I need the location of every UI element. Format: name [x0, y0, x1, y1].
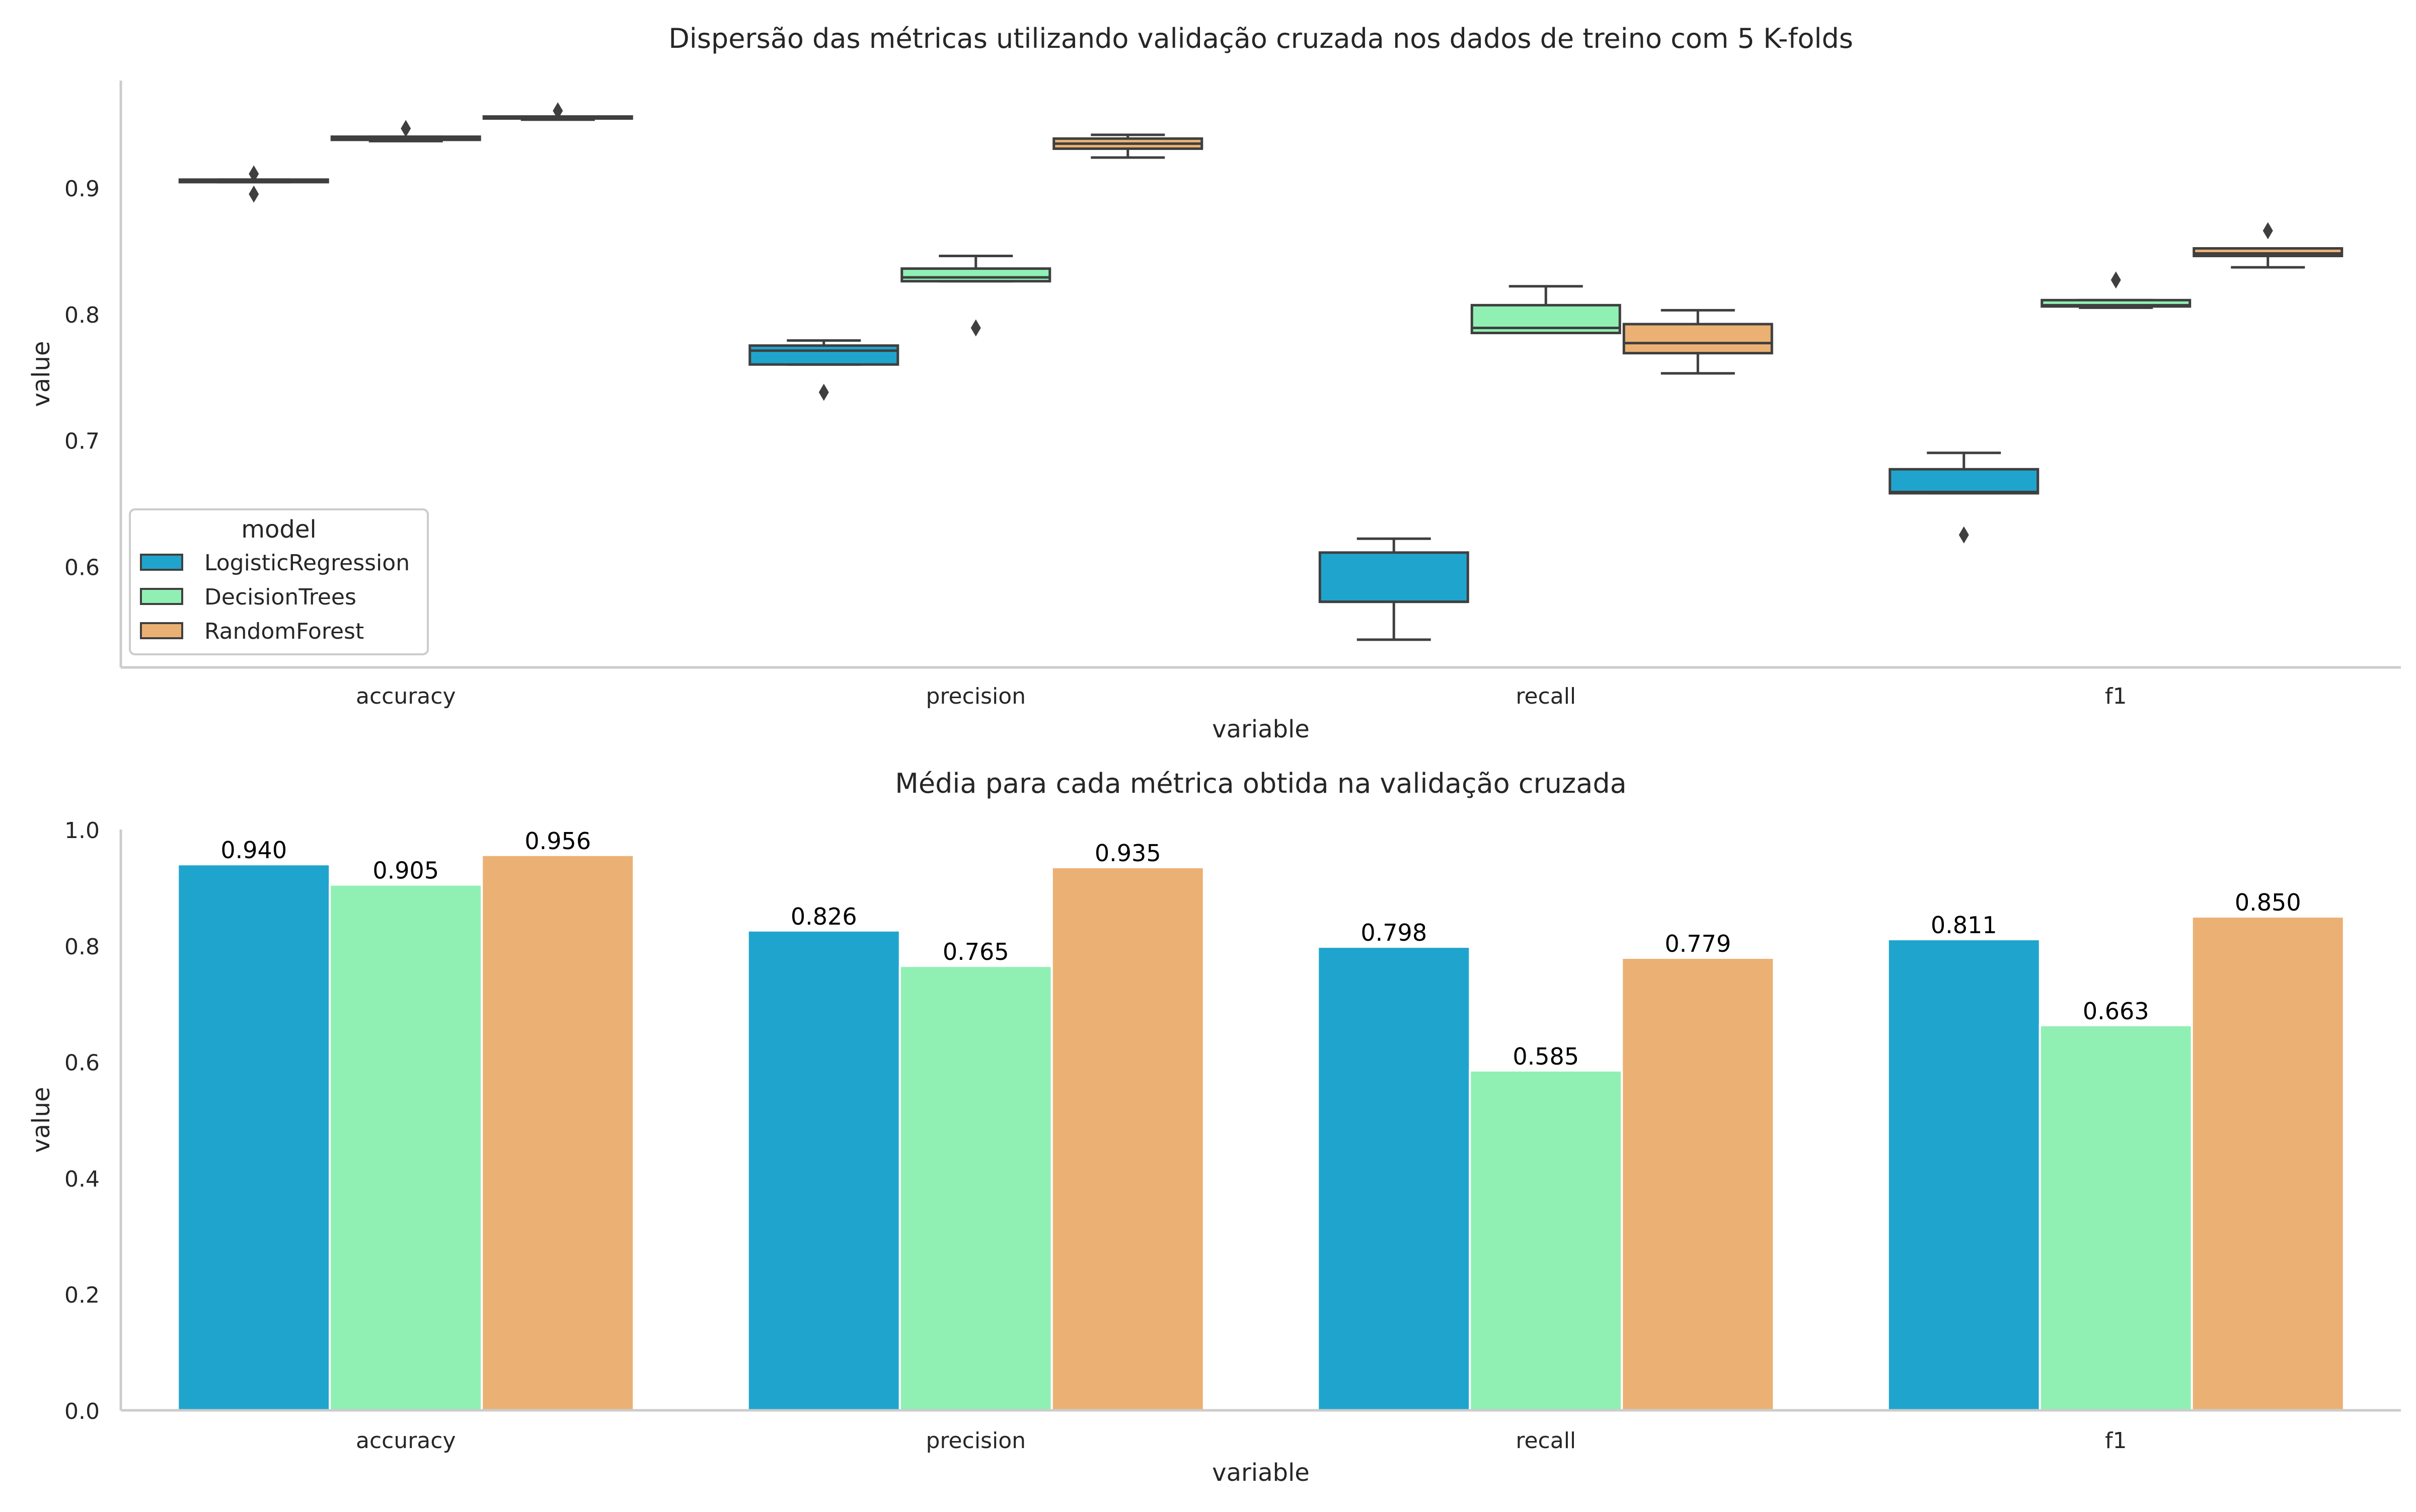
- barchart-y-tick-label: 0.2: [64, 1282, 100, 1308]
- legend-frame: [129, 508, 429, 655]
- bar-value-label: 0.905: [372, 857, 439, 884]
- box-DecisionTrees-f1: [2041, 271, 2192, 309]
- boxplot-y-tick-label: 0.8: [64, 303, 100, 328]
- bar-value-label: 0.956: [524, 827, 591, 855]
- boxplot-x-tick-label: accuracy: [356, 684, 456, 709]
- bar-value-label: 0.798: [1361, 919, 1427, 946]
- box-outlier: [2262, 222, 2273, 240]
- box-body: [1622, 323, 1773, 355]
- boxplot-x-tick-label: f1: [2105, 684, 2127, 709]
- barchart-x-tick-label: recall: [1516, 1428, 1576, 1454]
- box-outlier: [553, 102, 563, 120]
- box-body: [1889, 468, 2040, 495]
- barchart-x-tick-label: f1: [2105, 1428, 2127, 1454]
- box-body: [2193, 247, 2344, 258]
- bar-value-label: 0.940: [220, 837, 287, 864]
- legend-label-RandomForest: RandomForest: [204, 619, 364, 644]
- bar-value-label: 0.779: [1665, 930, 1731, 957]
- box-outlier: [249, 185, 259, 203]
- bar-DecisionTrees-recall: [1469, 1069, 1623, 1411]
- bar-value-label: 0.663: [2083, 998, 2149, 1025]
- bar-value-label: 0.850: [2235, 889, 2301, 916]
- box-LogisticRegression-precision: [748, 339, 899, 401]
- boxplot-y-tick-label: 0.6: [64, 555, 100, 580]
- bar-RandomForest-recall: [1621, 957, 1775, 1412]
- legend-label-DecisionTrees: DecisionTrees: [204, 584, 356, 610]
- box-RandomForest-recall: [1622, 309, 1773, 375]
- box-RandomForest-f1: [2193, 222, 2344, 269]
- barchart-y-tick-label: 0.4: [64, 1166, 100, 1192]
- box-body: [900, 267, 1051, 283]
- bar-RandomForest-precision: [1050, 866, 1205, 1411]
- bar-value-label: 0.765: [943, 938, 1009, 965]
- bar-DecisionTrees-precision: [898, 965, 1053, 1411]
- box-outlier: [2110, 271, 2121, 289]
- box-outlier: [818, 384, 829, 401]
- box-body: [748, 344, 899, 366]
- box-RandomForest-accuracy: [482, 102, 633, 121]
- legend-swatch-RandomForest: [140, 622, 183, 639]
- bar-DecisionTrees-f1: [2038, 1024, 2193, 1411]
- bar-value-label: 0.811: [1931, 912, 1997, 939]
- barchart-panel: Média para cada métrica obtida na valida…: [27, 768, 2401, 1487]
- legend-swatch-DecisionTrees: [140, 588, 183, 605]
- box-LogisticRegression-accuracy: [178, 165, 329, 203]
- barchart-x-axis-label: variable: [1212, 1459, 1310, 1487]
- boxplot-x-tick-label: recall: [1516, 684, 1576, 709]
- bar-LogisticRegression-recall: [1317, 946, 1471, 1412]
- boxplot-marks: [178, 102, 2344, 641]
- box-outlier: [970, 319, 981, 337]
- barchart-y-tick-label: 0.8: [64, 934, 100, 960]
- box-body: [1318, 551, 1469, 603]
- boxplot-x-tick-label: precision: [926, 684, 1026, 709]
- boxplot-y-axis-label: value: [27, 341, 55, 407]
- box-outlier: [1958, 526, 1969, 544]
- box-LogisticRegression-recall: [1318, 537, 1469, 641]
- boxplot-y-tick-label: 0.9: [64, 176, 100, 202]
- barchart-x-tick-label: accuracy: [356, 1428, 456, 1454]
- legend-label-LogisticRegression: LogisticRegression: [204, 550, 410, 576]
- boxplot-x-axis-label: variable: [1212, 715, 1310, 743]
- bar-value-label: 0.826: [791, 903, 857, 930]
- box-DecisionTrees-precision: [900, 255, 1051, 337]
- bar-value-label: 0.585: [1513, 1043, 1579, 1070]
- barchart-y-tick-label: 0.6: [64, 1050, 100, 1076]
- boxplot-y-tick-label: 0.7: [64, 429, 100, 455]
- bar-RandomForest-accuracy: [481, 854, 635, 1411]
- bar-LogisticRegression-accuracy: [177, 863, 331, 1411]
- box-LogisticRegression-f1: [1889, 451, 2040, 544]
- box-outlier: [249, 165, 259, 183]
- legend-title: model: [241, 515, 316, 544]
- legend: model LogisticRegression DecisionTrees Ran…: [129, 508, 429, 655]
- barchart-x-tick-label: precision: [926, 1428, 1026, 1454]
- boxplot-title: Dispersão das métricas utilizando valida…: [668, 23, 1853, 54]
- box-DecisionTrees-recall: [1470, 285, 1621, 335]
- bar-value-label: 0.935: [1095, 840, 1161, 867]
- boxplot-panel: Dispersão das métricas utilizando valida…: [27, 23, 2401, 743]
- bar-LogisticRegression-precision: [746, 929, 901, 1411]
- legend-swatch-LogisticRegression: [140, 554, 183, 571]
- barchart-y-tick-label: 0.0: [64, 1399, 100, 1424]
- box-DecisionTrees-accuracy: [330, 120, 481, 142]
- barchart-marks: [177, 854, 2345, 1412]
- bar-DecisionTrees-accuracy: [329, 883, 483, 1411]
- box-RandomForest-precision: [1052, 133, 1203, 159]
- barchart-y-tick-label: 1.0: [64, 818, 100, 844]
- bar-LogisticRegression-f1: [1886, 938, 2041, 1411]
- barchart-y-axis-label: value: [27, 1087, 55, 1153]
- barchart-title: Média para cada métrica obtida na valida…: [895, 768, 1626, 799]
- box-outlier: [401, 120, 411, 137]
- bar-RandomForest-f1: [2191, 916, 2345, 1411]
